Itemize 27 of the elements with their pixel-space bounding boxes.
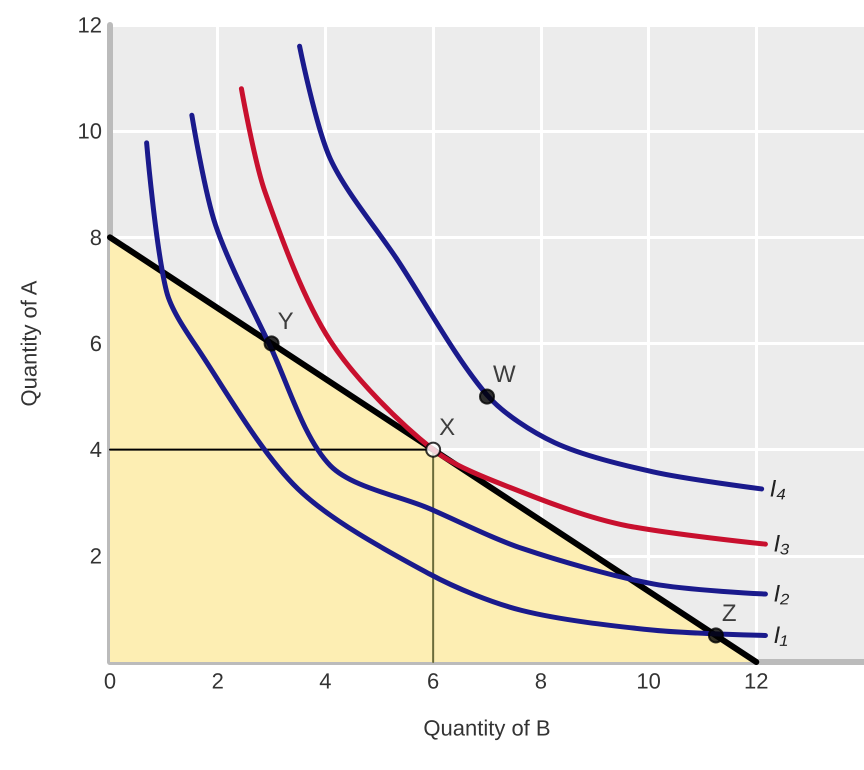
x-tick-label: 6 bbox=[427, 668, 440, 694]
annotation: X bbox=[439, 414, 456, 442]
series-label: I₂ bbox=[773, 580, 790, 608]
point bbox=[479, 388, 495, 405]
y-axis-title: Quantity of A bbox=[16, 280, 42, 406]
y-tick-label: 2 bbox=[90, 543, 102, 568]
annotation: W bbox=[493, 361, 516, 388]
series-label: I₄ bbox=[770, 475, 786, 502]
x-axis-title: Quantity of B bbox=[423, 716, 551, 740]
x-tick-label: 8 bbox=[534, 668, 547, 694]
point bbox=[708, 627, 724, 644]
x-tick-label: 2 bbox=[212, 668, 224, 694]
y-tick-label: 8 bbox=[90, 224, 102, 250]
y-tick-label: 4 bbox=[90, 437, 102, 462]
x-tick-label: 10 bbox=[636, 668, 661, 694]
annotation: Y bbox=[278, 308, 294, 335]
series-label: I₁ bbox=[773, 622, 788, 649]
x-tick-label: 4 bbox=[319, 668, 332, 694]
x-tick-label: 0 bbox=[104, 668, 116, 694]
annotation: Z bbox=[722, 600, 737, 627]
y-tick-label: 10 bbox=[78, 118, 102, 144]
point bbox=[264, 336, 280, 352]
x-tick-label: 12 bbox=[744, 668, 769, 694]
y-tick-label: 6 bbox=[90, 331, 102, 356]
y-tick-label: 12 bbox=[78, 12, 102, 38]
point bbox=[425, 442, 442, 458]
series-label: I₃ bbox=[773, 530, 790, 558]
